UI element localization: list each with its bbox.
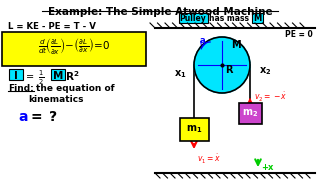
Circle shape	[194, 37, 250, 93]
Text: R: R	[225, 65, 233, 75]
Text: $\mathbf{M}$: $\mathbf{M}$	[52, 69, 63, 81]
Text: has mass: has mass	[209, 14, 249, 22]
FancyBboxPatch shape	[180, 118, 209, 141]
Text: Pulley: Pulley	[180, 14, 206, 22]
Text: +x: +x	[261, 163, 273, 172]
FancyBboxPatch shape	[252, 12, 262, 22]
Text: M: M	[231, 40, 241, 50]
Text: Find:: Find:	[8, 84, 34, 93]
Text: $\mathbf{R}^{\mathbf{2}}$: $\mathbf{R}^{\mathbf{2}}$	[65, 69, 79, 83]
Text: $\mathbf{x_1}$: $\mathbf{x_1}$	[174, 68, 186, 80]
Text: $v_2 = -\dot{x}$: $v_2 = -\dot{x}$	[254, 90, 287, 104]
Text: $\mathbf{m_1}$: $\mathbf{m_1}$	[186, 123, 202, 135]
FancyBboxPatch shape	[238, 102, 261, 123]
Text: M: M	[253, 14, 261, 22]
Text: $\frac{d}{dt}\!\left(\frac{\partial L}{\partial \dot{x}}\right)\!-\!\left(\frac{: $\frac{d}{dt}\!\left(\frac{\partial L}{\…	[38, 36, 110, 56]
Text: the equation of: the equation of	[36, 84, 115, 93]
Text: $\mathbf{x_2}$: $\mathbf{x_2}$	[259, 65, 271, 77]
FancyBboxPatch shape	[51, 69, 65, 80]
Text: a: a	[199, 35, 205, 44]
Text: kinematics: kinematics	[28, 95, 84, 104]
FancyBboxPatch shape	[2, 32, 146, 66]
Text: $\mathbf{m_2}$: $\mathbf{m_2}$	[242, 107, 258, 119]
Text: $=\;\frac{1}{2}$: $=\;\frac{1}{2}$	[24, 69, 45, 87]
Text: $v_1 = \dot{x}$: $v_1 = \dot{x}$	[197, 153, 221, 166]
Text: $\mathbf{a}$: $\mathbf{a}$	[18, 110, 28, 124]
FancyBboxPatch shape	[179, 12, 207, 22]
Text: L = KE - PE = T - V: L = KE - PE = T - V	[8, 22, 96, 31]
Text: Example: The Simple Atwood Machine: Example: The Simple Atwood Machine	[48, 7, 272, 17]
Text: PE = 0: PE = 0	[285, 30, 313, 39]
Text: $\mathbf{I}$: $\mathbf{I}$	[13, 69, 18, 81]
FancyBboxPatch shape	[9, 69, 22, 80]
Text: $\mathbf{=\;?}$: $\mathbf{=\;?}$	[28, 110, 58, 124]
